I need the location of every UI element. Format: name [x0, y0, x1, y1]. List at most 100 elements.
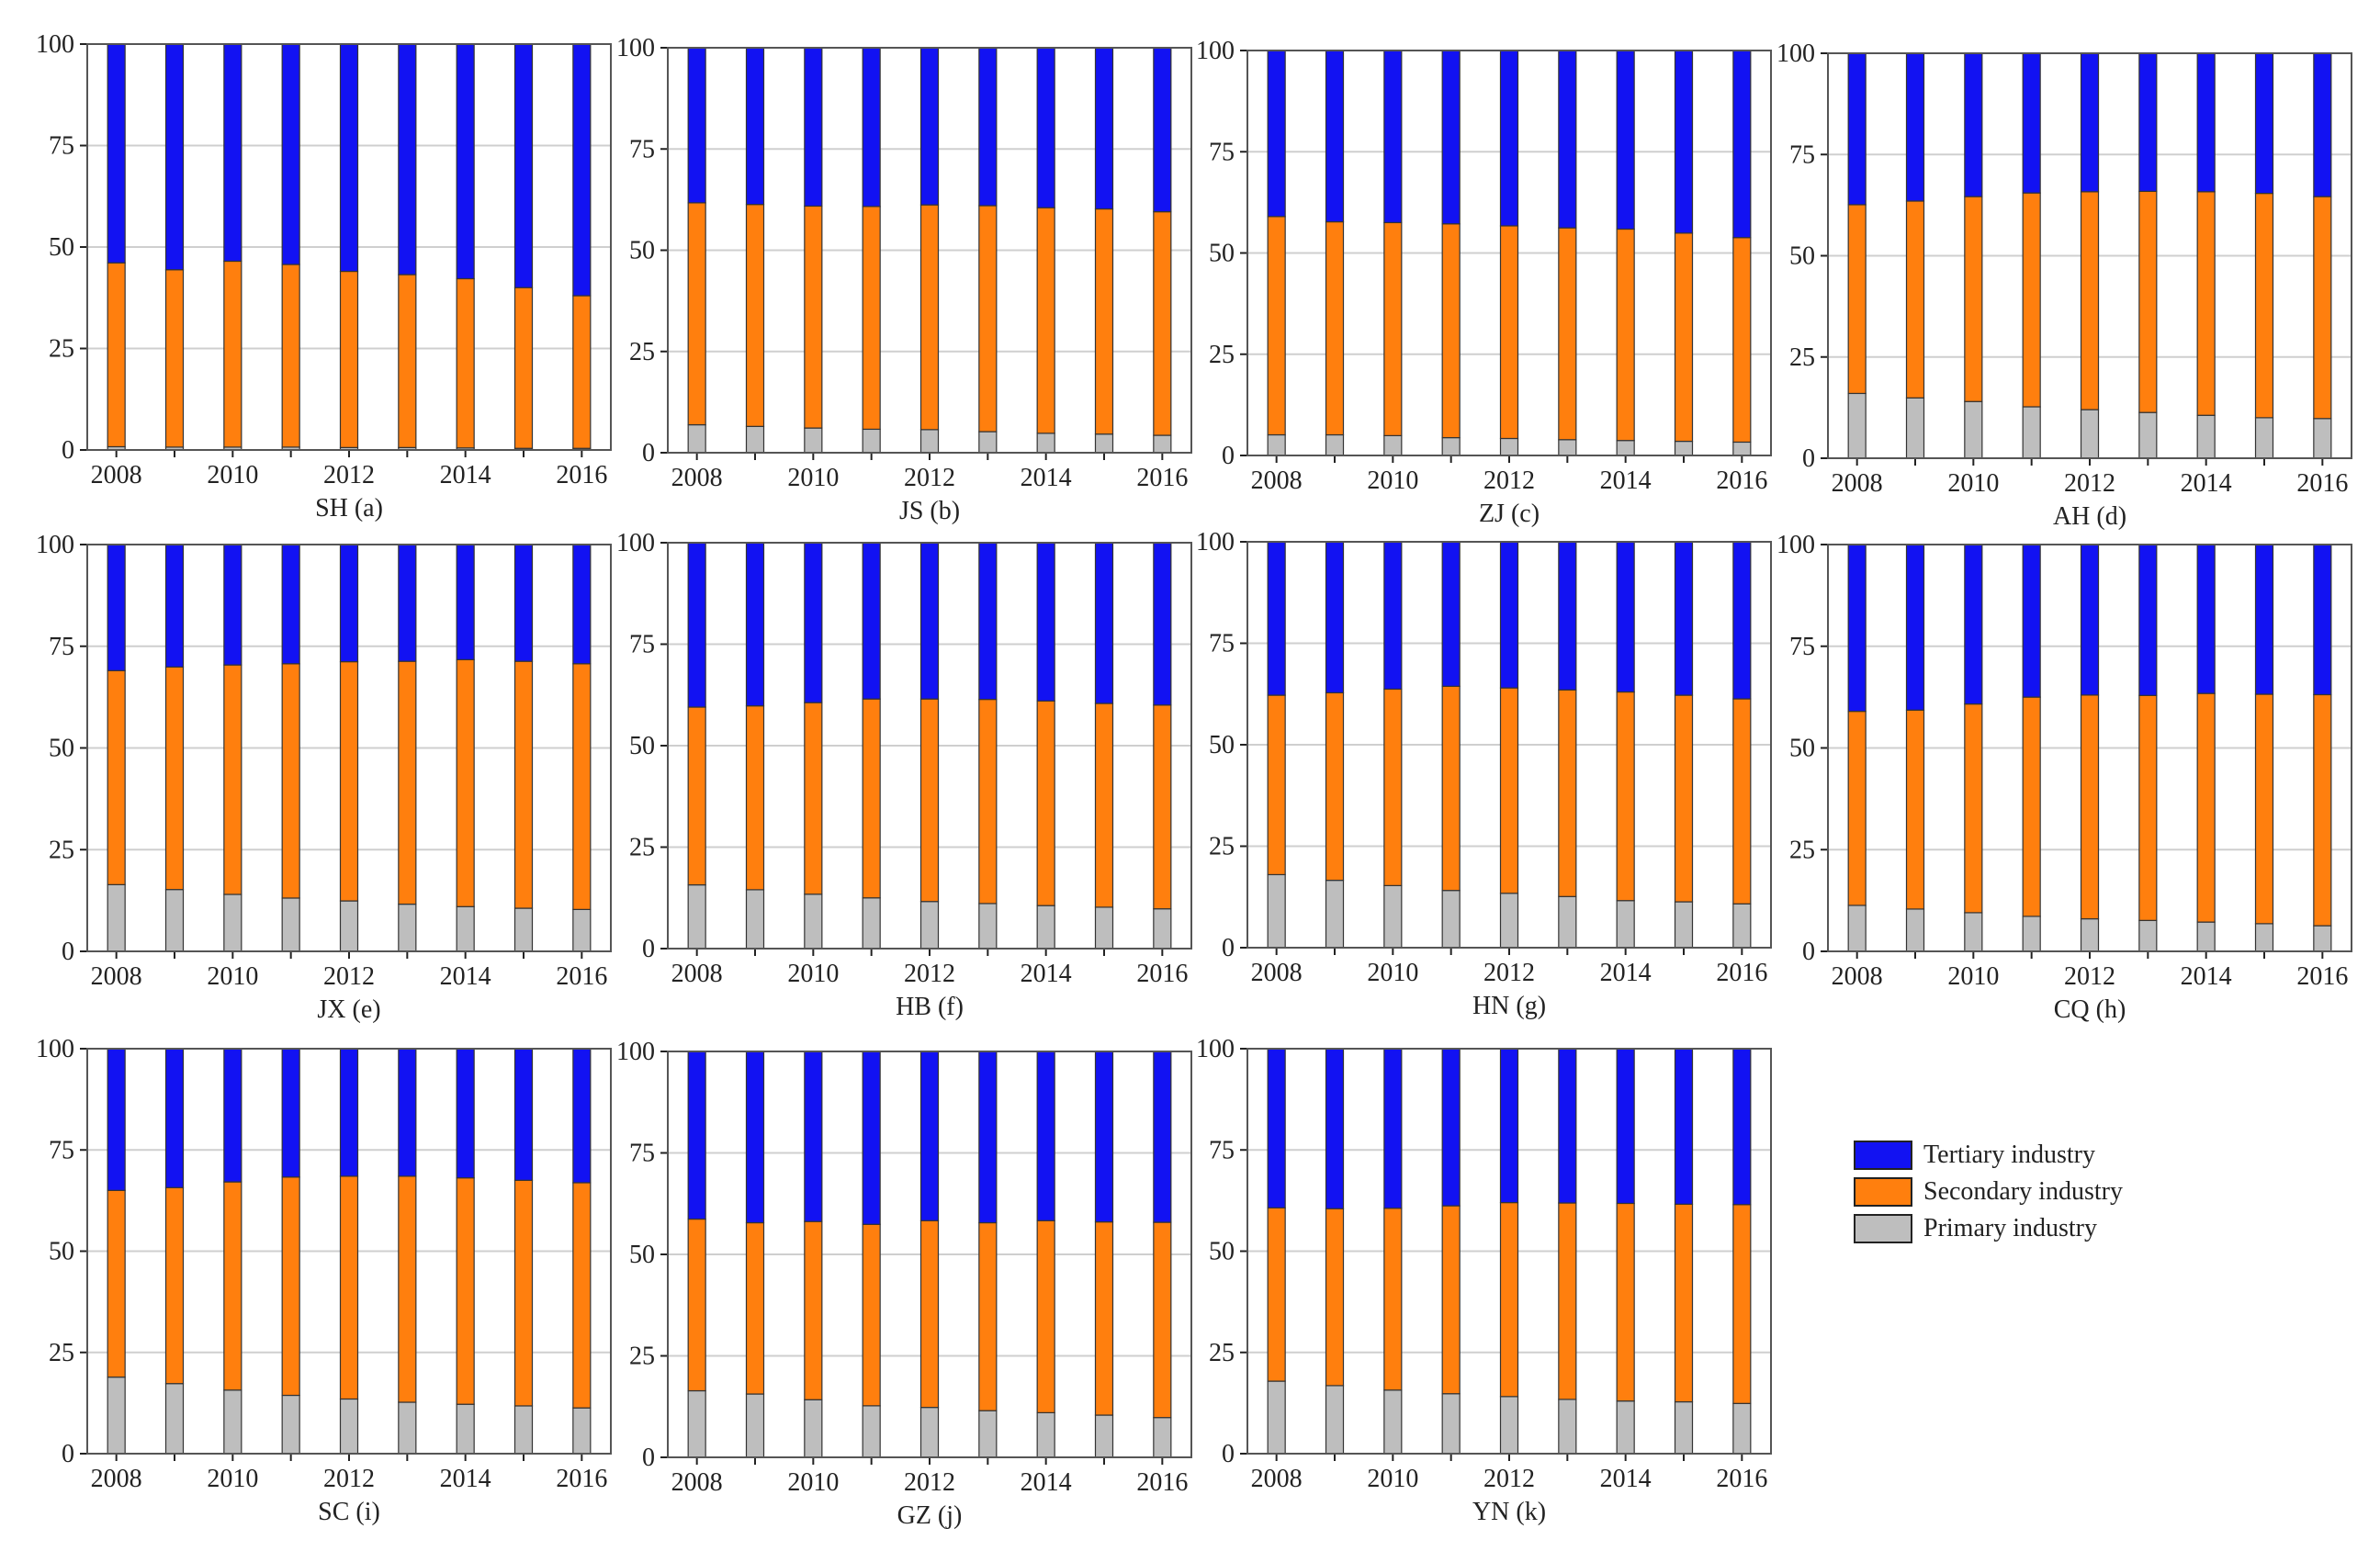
bar-secondary-2016	[1732, 698, 1752, 905]
bar-secondary-2014	[1616, 691, 1635, 902]
bar-tertiary-2009	[1905, 52, 1925, 202]
bar-primary-2015	[513, 907, 534, 952]
y-tick-label: 50	[49, 735, 74, 763]
bar-primary-2014	[2196, 414, 2216, 459]
bar-secondary-2016	[1732, 237, 1752, 444]
bar-primary-2014	[1616, 900, 1635, 949]
bar-primary-2016	[1153, 1417, 1172, 1458]
bar-secondary-2015	[2254, 192, 2274, 419]
y-tick-label: 100	[36, 531, 74, 559]
bar-primary-2013	[1558, 895, 1577, 949]
x-tick-label: 2016	[2296, 469, 2348, 498]
x-tick-label: 2014	[1600, 1465, 1652, 1493]
y-tick-label: 0	[1222, 934, 1235, 962]
bar-secondary-2010	[804, 702, 823, 895]
bar-secondary-2009	[1325, 691, 1345, 882]
x-tick-label: 2010	[1367, 466, 1418, 495]
x-tick-label: 2008	[1251, 466, 1303, 495]
x-tick-label: 2016	[1136, 1468, 1188, 1497]
bar-secondary-2012	[1499, 225, 1519, 440]
bar-tertiary-2014	[1616, 50, 1635, 230]
x-tick-label: 2012	[1483, 959, 1535, 987]
x-tick-label: 2016	[2296, 962, 2348, 991]
bar-tertiary-2012	[2080, 544, 2100, 696]
y-tick-label: 0	[642, 1444, 655, 1472]
bar-tertiary-2011	[2022, 544, 2041, 698]
bar-tertiary-2012	[919, 542, 940, 700]
x-tick-label: 2014	[2181, 469, 2232, 498]
bar-tertiary-2010	[804, 1051, 823, 1222]
bar-tertiary-2009	[745, 1051, 765, 1224]
bar-secondary-2014	[456, 277, 475, 449]
panel-title: SH (a)	[315, 494, 383, 523]
bar-secondary-2015	[1094, 208, 1114, 435]
bar-primary-2013	[1558, 1399, 1577, 1455]
y-tick-label: 25	[629, 1343, 655, 1371]
bar-secondary-2008	[1847, 711, 1867, 906]
y-tick-label: 100	[1196, 1035, 1235, 1063]
bar-secondary-2012	[919, 204, 940, 431]
x-tick-label: 2012	[2064, 962, 2115, 991]
y-tick-label: 50	[629, 237, 655, 265]
bar-secondary-2015	[1674, 694, 1694, 903]
panel-title: YN (k)	[1472, 1498, 1546, 1526]
bar-secondary-2011	[862, 206, 881, 431]
bar-tertiary-2011	[2022, 52, 2041, 194]
bar-primary-2012	[339, 1398, 359, 1455]
x-tick-label: 2008	[1251, 959, 1303, 987]
x-tick-label: 2010	[1947, 962, 1999, 991]
bar-tertiary-2012	[1499, 541, 1519, 689]
bar-tertiary-2011	[1441, 1048, 1461, 1207]
plot-frame	[86, 544, 612, 952]
x-tick-label: 2016	[1136, 960, 1188, 988]
bar-primary-2015	[1094, 1414, 1114, 1458]
bar-secondary-2011	[2022, 696, 2041, 917]
legend-item-primary: Primary industry	[1854, 1210, 2239, 1247]
bar-tertiary-2013	[2138, 544, 2158, 696]
bar-tertiary-2009	[164, 544, 185, 668]
bar-tertiary-2010	[1383, 1048, 1403, 1209]
bar-primary-2011	[862, 1405, 881, 1458]
bar-primary-2010	[1964, 912, 1983, 952]
bar-secondary-2010	[223, 664, 243, 895]
bar-primary-2016	[1732, 1402, 1752, 1455]
bar-primary-2011	[1441, 1393, 1461, 1455]
bar-secondary-2016	[2313, 196, 2332, 420]
bar-primary-2010	[223, 1389, 243, 1455]
bar-tertiary-2008	[107, 1048, 126, 1191]
bar-secondary-2009	[164, 666, 185, 891]
bar-tertiary-2010	[1383, 541, 1403, 691]
bar-secondary-2015	[1674, 1203, 1694, 1403]
bar-secondary-2009	[745, 1221, 765, 1395]
bar-secondary-2008	[107, 1189, 126, 1378]
bar-primary-2011	[2022, 916, 2041, 952]
y-tick-label: 0	[642, 935, 655, 963]
bar-primary-2016	[2313, 925, 2332, 952]
bar-primary-2012	[919, 901, 940, 950]
bar-secondary-2014	[456, 1177, 475, 1405]
y-tick-label: 50	[629, 732, 655, 760]
bar-tertiary-2013	[1558, 1048, 1577, 1204]
bar-tertiary-2008	[687, 47, 706, 204]
bar-primary-2012	[339, 900, 359, 952]
x-tick-label: 2010	[787, 464, 839, 492]
bar-primary-2015	[1674, 901, 1694, 949]
x-tick-label: 2012	[323, 1465, 375, 1493]
bar-tertiary-2013	[398, 544, 417, 662]
bar-tertiary-2010	[804, 542, 823, 703]
x-tick-label: 2010	[207, 461, 258, 489]
bar-secondary-2010	[1383, 221, 1403, 436]
legend: Tertiary industry Secondary industry Pri…	[1854, 1137, 2239, 1247]
bar-tertiary-2015	[2254, 544, 2274, 695]
x-tick-label: 2014	[1600, 959, 1652, 987]
bar-secondary-2015	[1094, 702, 1114, 908]
y-tick-label: 50	[629, 1241, 655, 1269]
bar-primary-2014	[1616, 440, 1635, 456]
bar-secondary-2014	[456, 658, 475, 907]
x-tick-label: 2014	[440, 461, 491, 489]
bar-primary-2015	[1674, 1400, 1694, 1455]
y-tick-label: 25	[49, 836, 74, 864]
legend-swatch-primary	[1854, 1214, 1912, 1243]
bar-primary-2009	[1905, 397, 1925, 459]
y-tick-label: 0	[1222, 442, 1235, 470]
